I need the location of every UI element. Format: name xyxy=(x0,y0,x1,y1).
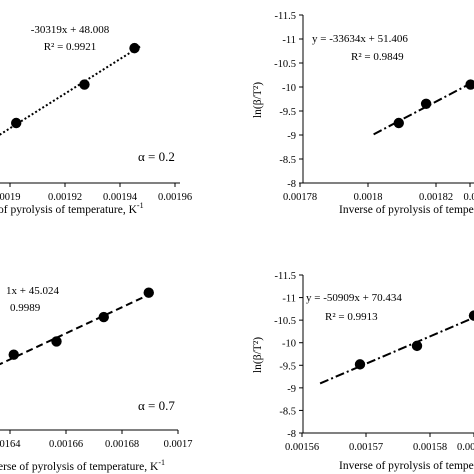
y-tick-label: -9 xyxy=(287,384,296,395)
y-tick-label: -10 xyxy=(282,83,296,94)
data-point xyxy=(393,117,404,129)
y-tick-label: -9.5 xyxy=(279,361,296,372)
y-tick-label: -9.5 xyxy=(279,107,296,118)
data-point xyxy=(465,79,474,90)
x-tick-label: 0.0017 xyxy=(164,439,193,450)
y-tick-label: -9 xyxy=(287,131,296,142)
x-tick-label: 0.00158 xyxy=(413,442,447,453)
x-tick-label: 0.00182 xyxy=(419,192,453,203)
x-axis-label: Inverse of pyrolysis of temper xyxy=(339,460,474,472)
trendline xyxy=(319,316,474,385)
data-point xyxy=(468,310,474,321)
y-tick-label: -8 xyxy=(287,179,296,190)
x-tick-label: 0164 xyxy=(0,439,21,450)
x-tick-label: 0.00157 xyxy=(349,442,383,453)
data-point xyxy=(51,336,62,347)
data-point xyxy=(354,359,366,370)
data-point xyxy=(420,98,432,110)
panel-top-right: 0.00178 0.0018 0.00182 0.0 -11.5 -11 -10.5 -10 -… xyxy=(252,11,474,216)
x-tick-label: 0.00166 xyxy=(49,439,83,450)
alpha-label: α = 0.2 xyxy=(138,149,175,164)
y-axis-label: ln(β/T²) xyxy=(252,337,264,373)
x-axis-label: Inverse of pyrolysis of tempe xyxy=(339,204,474,216)
x-tick-label: 0.00196 xyxy=(158,192,192,203)
x-tick-label: 0.0 xyxy=(463,192,474,203)
y-tick-label: -10.5 xyxy=(274,316,296,327)
data-point xyxy=(143,287,154,298)
x-tick-label: 0019 xyxy=(0,192,21,203)
data-point xyxy=(8,349,19,360)
data-point xyxy=(411,340,423,352)
panel-top-left: 0019 0.00192 0.00194 0.00196 -30319x + 48.00… xyxy=(0,24,192,216)
r-squared-label: R² = 0.9849 xyxy=(351,51,404,63)
x-tick-label: 0.00168 xyxy=(105,439,139,450)
panel-bottom-right: 0.00156 0.00157 0.00158 0.00159 -11.5 -11 -10.… xyxy=(252,271,474,472)
r-squared-label: R² = 0.9913 xyxy=(325,311,378,323)
trendline-equation: 1x + 45.024 xyxy=(6,285,59,297)
data-point xyxy=(129,42,140,54)
r-squared-label: 0.9989 xyxy=(10,302,41,314)
trendline-equation: y = -33634x + 51.406 xyxy=(312,33,408,45)
y-axis-label: ln(β/T²) xyxy=(252,82,264,118)
data-point xyxy=(98,311,109,323)
y-tick-label: -8.5 xyxy=(279,406,296,417)
x-axis-label: of pyrolysis of temperature, K-1 xyxy=(0,201,144,216)
panel-bottom-left: 0164 0.00166 0.00168 0.0017 1x + 45.024 0.998… xyxy=(0,285,192,473)
y-tick-label: -10 xyxy=(282,339,296,350)
trendline-equation: -30319x + 48.008 xyxy=(31,24,110,36)
x-tick-label: 0.00159 xyxy=(457,442,474,453)
y-tick-label: -8.5 xyxy=(279,155,296,166)
y-tick-label: -11.5 xyxy=(275,271,296,282)
data-point xyxy=(11,117,22,129)
y-tick-label: -11 xyxy=(282,35,296,46)
y-tick-label: -11 xyxy=(282,294,296,305)
x-tick-label: 0.00178 xyxy=(283,192,317,203)
y-tick-label: -10.5 xyxy=(274,59,296,70)
r-squared-label: R² = 0.9921 xyxy=(44,41,97,53)
data-point xyxy=(79,79,90,90)
x-tick-label: 0.00194 xyxy=(103,192,138,203)
y-tick-label: -11.5 xyxy=(275,11,296,22)
x-tick-label: 0.0018 xyxy=(354,192,383,203)
trendline xyxy=(0,45,141,136)
trendline-equation: y = -50909x + 70.434 xyxy=(306,292,402,304)
x-tick-label: 0.00156 xyxy=(285,442,319,453)
y-tick-label: -8 xyxy=(287,429,296,440)
x-axis-label: erse of pyrolysis of temperature, K-1 xyxy=(0,458,165,473)
x-tick-label: 0.00192 xyxy=(48,192,82,203)
trendline xyxy=(0,290,156,366)
alpha-label: α = 0.7 xyxy=(138,398,175,413)
